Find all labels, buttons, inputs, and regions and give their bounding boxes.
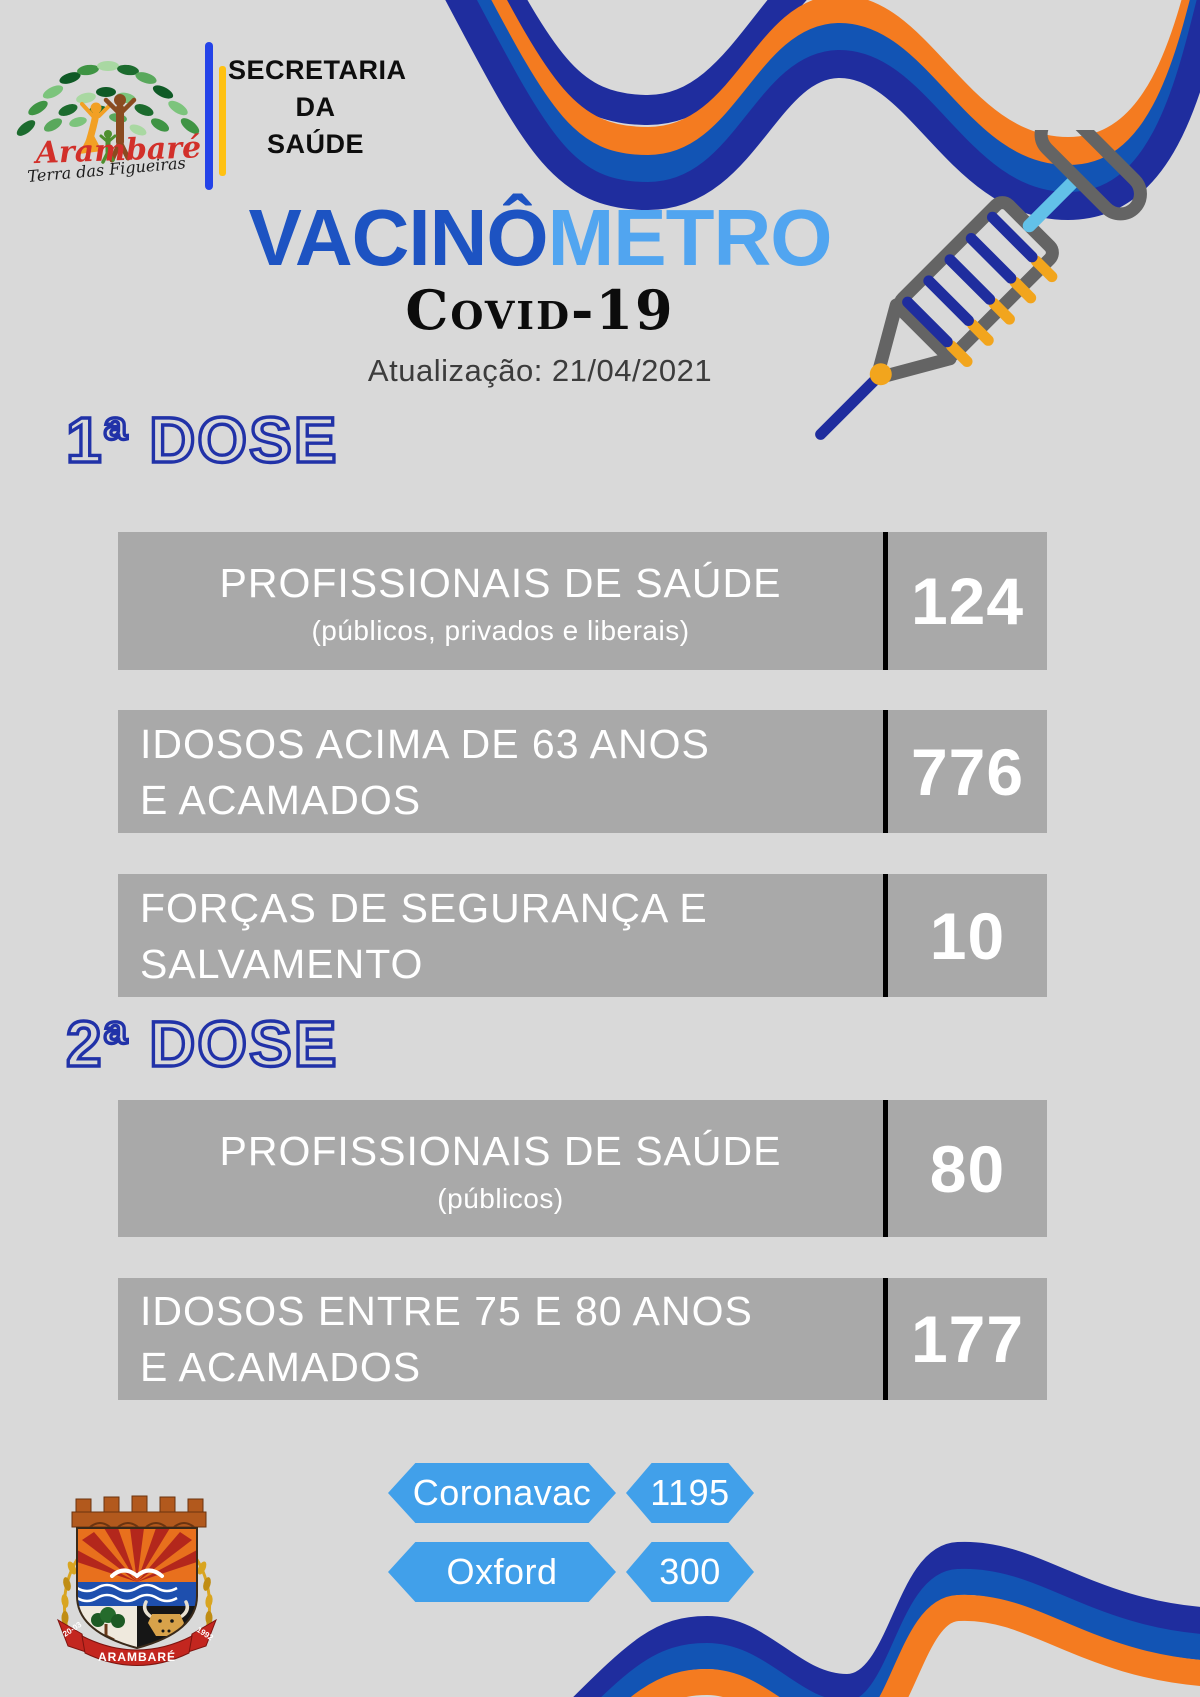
section-heading-second-dose: 2ª DOSE bbox=[64, 1008, 339, 1080]
stat-bar-security-forces: FORÇAS DE SEGURANÇA E SALVAMENTO 10 bbox=[118, 874, 1047, 997]
stat-label: FORÇAS DE SEGURANÇA E bbox=[140, 884, 708, 931]
divider-yellow-bar bbox=[219, 66, 226, 176]
shield-field bbox=[77, 1528, 197, 1648]
stat-value: 776 bbox=[883, 710, 1047, 833]
section-heading-first-dose: 1ª DOSE bbox=[64, 404, 339, 476]
stat-label: IDOSOS ACIMA DE 63 ANOS bbox=[140, 720, 710, 767]
ribbon-name: ARAMBARÉ bbox=[98, 1649, 176, 1664]
subtitle-covid19: Covid-19 bbox=[405, 278, 675, 342]
stat-label: PROFISSIONAIS DE SAÚDE bbox=[219, 560, 782, 606]
divider-blue-bar bbox=[205, 42, 213, 190]
department-line: DA bbox=[295, 92, 336, 122]
stat-bar-elderly-63: IDOSOS ACIMA DE 63 ANOS E ACAMADOS 776 bbox=[118, 710, 1047, 833]
wave-ribbon-top bbox=[445, 0, 1200, 220]
stat-value: 10 bbox=[883, 874, 1047, 997]
stat-sublabel: (públicos) bbox=[437, 1182, 564, 1214]
department-title: SECRETARIA DA SAÚDE bbox=[228, 52, 407, 163]
gull-silhouette bbox=[110, 1568, 164, 1578]
tree-canopy bbox=[16, 61, 200, 136]
stat-bar-text: IDOSOS ENTRE 75 E 80 ANOS E ACAMADOS bbox=[118, 1278, 883, 1400]
stat-bar-text: FORÇAS DE SEGURANÇA E SALVAMENTO bbox=[118, 874, 883, 997]
stat-bar-text: IDOSOS ACIMA DE 63 ANOS E ACAMADOS bbox=[118, 710, 883, 833]
stat-label: IDOSOS ENTRE 75 E 80 ANOS bbox=[140, 1288, 753, 1334]
stat-bar-health-professionals-2: PROFISSIONAIS DE SAÚDE (públicos) 80 bbox=[118, 1100, 1047, 1237]
vaccine-count-coronavac: 1195 bbox=[626, 1463, 754, 1523]
stat-label: SALVAMENTO bbox=[140, 940, 424, 987]
page-title: VACINÔMETRO bbox=[0, 198, 1080, 278]
title-part-dark: VACINÔ bbox=[248, 193, 548, 282]
stat-bar-health-professionals-1: PROFISSIONAIS DE SAÚDE (públicos, privad… bbox=[118, 532, 1047, 670]
vaccine-count-oxford: 300 bbox=[626, 1542, 754, 1602]
title-part-light: METRO bbox=[547, 193, 833, 282]
stat-value: 177 bbox=[883, 1278, 1047, 1400]
title-block: VACINÔMETRO Covid-19 Atualização: 21/04/… bbox=[0, 198, 1080, 389]
tree-logo: Arambaré Terra das Figueiras bbox=[16, 61, 202, 185]
stat-bar-elderly-75-80: IDOSOS ENTRE 75 E 80 ANOS E ACAMADOS 177 bbox=[118, 1278, 1047, 1400]
stat-label: E ACAMADOS bbox=[140, 776, 422, 823]
department-line: SAÚDE bbox=[266, 129, 364, 159]
crest-ribbon: 20-03 ARAMBARÉ 1992 bbox=[57, 1618, 217, 1666]
vaccine-badge-coronavac: Coronavac bbox=[388, 1463, 616, 1523]
crest-bull bbox=[142, 1600, 190, 1636]
wave-ribbon-bottom bbox=[573, 1541, 1200, 1697]
mural-crown bbox=[71, 1495, 207, 1528]
stat-label: PROFISSIONAIS DE SAÚDE bbox=[219, 1127, 782, 1174]
stat-value: 124 bbox=[883, 532, 1047, 670]
tree-figures bbox=[79, 94, 137, 164]
stat-sublabel: (públicos, privados e liberais) bbox=[311, 615, 690, 646]
vaccine-badge-oxford: Oxford bbox=[388, 1542, 616, 1602]
syringe-icon bbox=[815, 130, 1147, 440]
stat-label: E ACAMADOS bbox=[140, 1344, 422, 1390]
department-line: SECRETARIA bbox=[228, 55, 407, 85]
logo-wordmark: Arambaré bbox=[32, 130, 202, 171]
stat-bar-text: PROFISSIONAIS DE SAÚDE (públicos, privad… bbox=[118, 532, 883, 670]
municipal-crest: 20-03 ARAMBARÉ 1992 bbox=[57, 1495, 217, 1666]
stat-value: 80 bbox=[883, 1100, 1047, 1237]
stat-bar-text: PROFISSIONAIS DE SAÚDE (públicos) bbox=[118, 1100, 883, 1237]
update-date: Atualização: 21/04/2021 bbox=[367, 352, 713, 388]
